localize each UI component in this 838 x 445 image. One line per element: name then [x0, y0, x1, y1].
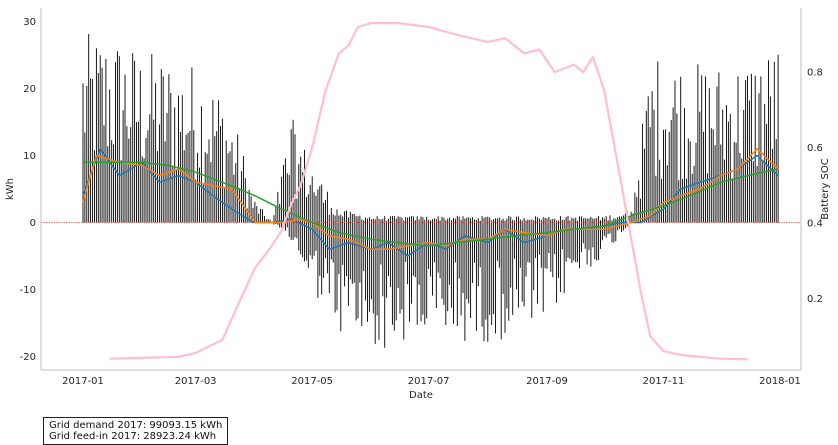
y-axis-label: kWh [5, 178, 16, 200]
x-tick-label: 2018-01 [759, 376, 801, 387]
monthly-mean-line [82, 148, 779, 251]
x-tick-label: 2017-01 [62, 376, 104, 387]
x-tick-label: 2017-05 [291, 376, 333, 387]
y-tick-label: 0 [30, 218, 36, 229]
x-axis-ticks: 2017-01 2017-03 2017-05 2017-07 2017-09 2017-… [62, 376, 801, 387]
y-tick-label: -10 [20, 285, 36, 296]
y-axis-ticks: -20 -10 0 10 20 30 [20, 17, 36, 363]
y2-tick-label: 0.6 [807, 143, 823, 154]
x-tick-label: 2017-07 [408, 376, 450, 387]
grid-demand-text: Grid demand 2017: 99093.15 kWh [49, 420, 223, 431]
series-lines [82, 22, 779, 361]
trend-line [83, 161, 779, 247]
x-tick-label: 2017-03 [175, 376, 217, 387]
axes-frame [40, 8, 802, 371]
daily-energy-bar-path [82, 34, 779, 348]
y-tick-label: -20 [20, 352, 36, 363]
grid-summary-box: Grid demand 2017: 99093.15 kWh Grid feed… [43, 417, 229, 445]
y-tick-label: 30 [23, 17, 36, 28]
y-tick-label: 20 [23, 84, 36, 95]
grid-feedin-text: Grid feed-in 2017: 28923.24 kWh [49, 431, 217, 442]
y-tick-label: 10 [23, 151, 36, 162]
y2-axis-ticks: 0.2 0.4 0.6 0.8 [807, 68, 823, 305]
y2-tick-label: 0.4 [807, 218, 823, 229]
y2-axis-label: Battery SOC [820, 158, 831, 219]
battery-soc-line [109, 22, 748, 361]
daily-energy-bars [41, 34, 801, 348]
y2-tick-label: 0.2 [807, 294, 823, 305]
x-tick-label: 2017-09 [526, 376, 568, 387]
x-axis-label: Date [409, 390, 433, 401]
y2-tick-label: 0.8 [807, 68, 823, 79]
x-tick-label: 2017-11 [643, 376, 685, 387]
